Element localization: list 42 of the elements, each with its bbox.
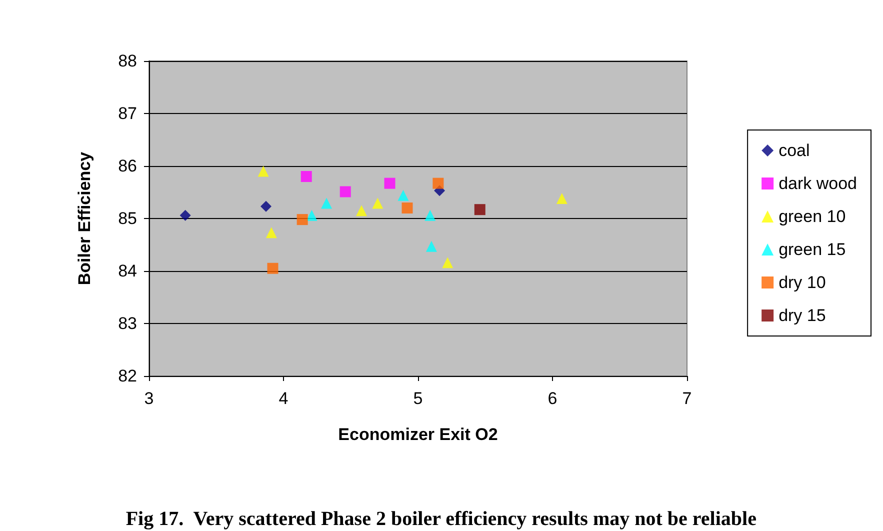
point bbox=[306, 210, 318, 221]
point bbox=[356, 205, 368, 216]
x-tick-label: 6 bbox=[548, 389, 558, 408]
x-tick-label: 7 bbox=[682, 389, 692, 408]
legend-label: dark wood bbox=[778, 174, 858, 193]
point bbox=[384, 178, 396, 189]
legend-label: dry 10 bbox=[778, 273, 826, 292]
y-tick-label: 84 bbox=[118, 262, 137, 280]
x-axis-title: Economizer Exit O2 bbox=[338, 425, 498, 444]
y-tick-label: 88 bbox=[118, 52, 137, 70]
y-tick-label: 83 bbox=[118, 314, 137, 333]
point bbox=[424, 210, 436, 221]
point bbox=[402, 202, 413, 214]
point bbox=[258, 166, 269, 177]
x-tick-label: 5 bbox=[413, 389, 423, 408]
point bbox=[267, 262, 278, 274]
legend-label: coal bbox=[778, 141, 810, 160]
y-tick-label: 82 bbox=[118, 366, 137, 386]
point bbox=[442, 257, 454, 268]
point bbox=[398, 190, 409, 201]
y-axis-title: Boiler Efficiency bbox=[75, 151, 94, 286]
point bbox=[474, 204, 486, 216]
y-tick-label: 85 bbox=[118, 209, 137, 228]
x-tick-label: 3 bbox=[144, 389, 154, 408]
point bbox=[296, 214, 308, 226]
legend-label: green 15 bbox=[778, 240, 846, 259]
point bbox=[180, 210, 191, 221]
point bbox=[300, 171, 312, 182]
point bbox=[556, 193, 568, 204]
point bbox=[432, 178, 444, 189]
point bbox=[372, 198, 384, 209]
legend-label: dry 15 bbox=[778, 306, 826, 325]
y-tick-label: 86 bbox=[118, 156, 137, 176]
point bbox=[260, 200, 272, 212]
legend-label: green 10 bbox=[778, 207, 846, 226]
point bbox=[321, 198, 332, 209]
point bbox=[340, 186, 351, 198]
x-tick-label: 4 bbox=[278, 389, 288, 408]
point bbox=[266, 227, 277, 238]
caption: Fig 17. Very scattered Phase 2 boiler efficiency results may not be reliable bbox=[126, 508, 757, 530]
y-tick-label: 87 bbox=[118, 104, 137, 123]
point bbox=[426, 240, 437, 252]
